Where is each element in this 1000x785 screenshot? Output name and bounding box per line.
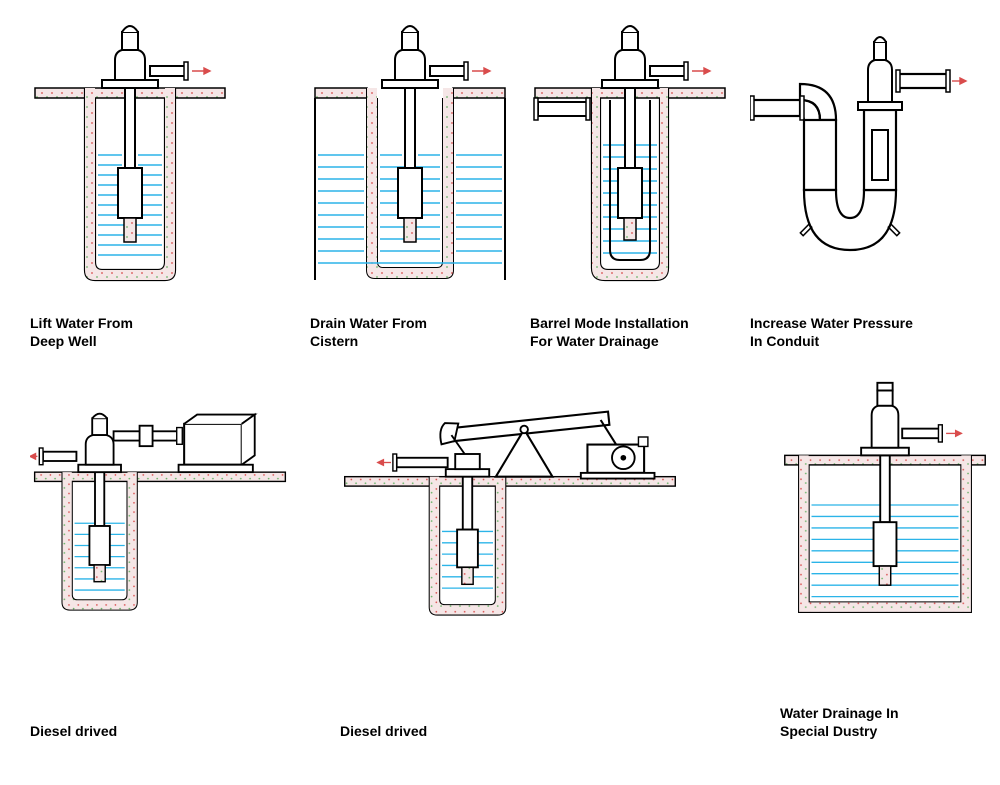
diagram-diesel-belt	[30, 360, 290, 702]
diagram-cell-conduit: Increase Water PressureIn Conduit	[750, 10, 990, 350]
diagram-diesel-pumpjack	[340, 360, 730, 702]
diagram-cell-barrel-mode: Barrel Mode InstallationFor Water Draina…	[530, 10, 730, 350]
diagram-label: Lift Water FromDeep Well	[30, 314, 290, 350]
diagram-cell-diesel-1: Diesel drived	[30, 360, 290, 740]
diagram-label: Increase Water PressureIn Conduit	[750, 314, 990, 350]
diagram-conduit	[750, 10, 990, 306]
diagram-cell-diesel-2: Diesel drived	[310, 360, 730, 740]
diagram-barrel-mode	[530, 10, 730, 306]
diagram-special-industry	[780, 360, 990, 684]
diagram-label: Drain Water FromCistern	[310, 314, 510, 350]
diagram-label: Water Drainage InSpecial Dustry	[780, 704, 990, 740]
diagram-cell-cistern: Drain Water FromCistern	[310, 10, 510, 350]
diagram-deep-well	[30, 10, 290, 306]
diagram-cistern	[310, 10, 510, 306]
diagram-label: Diesel drived	[30, 722, 290, 740]
diagram-label: Barrel Mode InstallationFor Water Draina…	[530, 314, 730, 350]
diagram-cell-special: Water Drainage InSpecial Dustry	[780, 360, 990, 740]
diagram-label: Diesel drived	[340, 722, 730, 740]
diagram-cell-deep-well: Lift Water FromDeep Well	[30, 10, 290, 350]
diagram-grid: Lift Water FromDeep Well	[30, 10, 970, 740]
